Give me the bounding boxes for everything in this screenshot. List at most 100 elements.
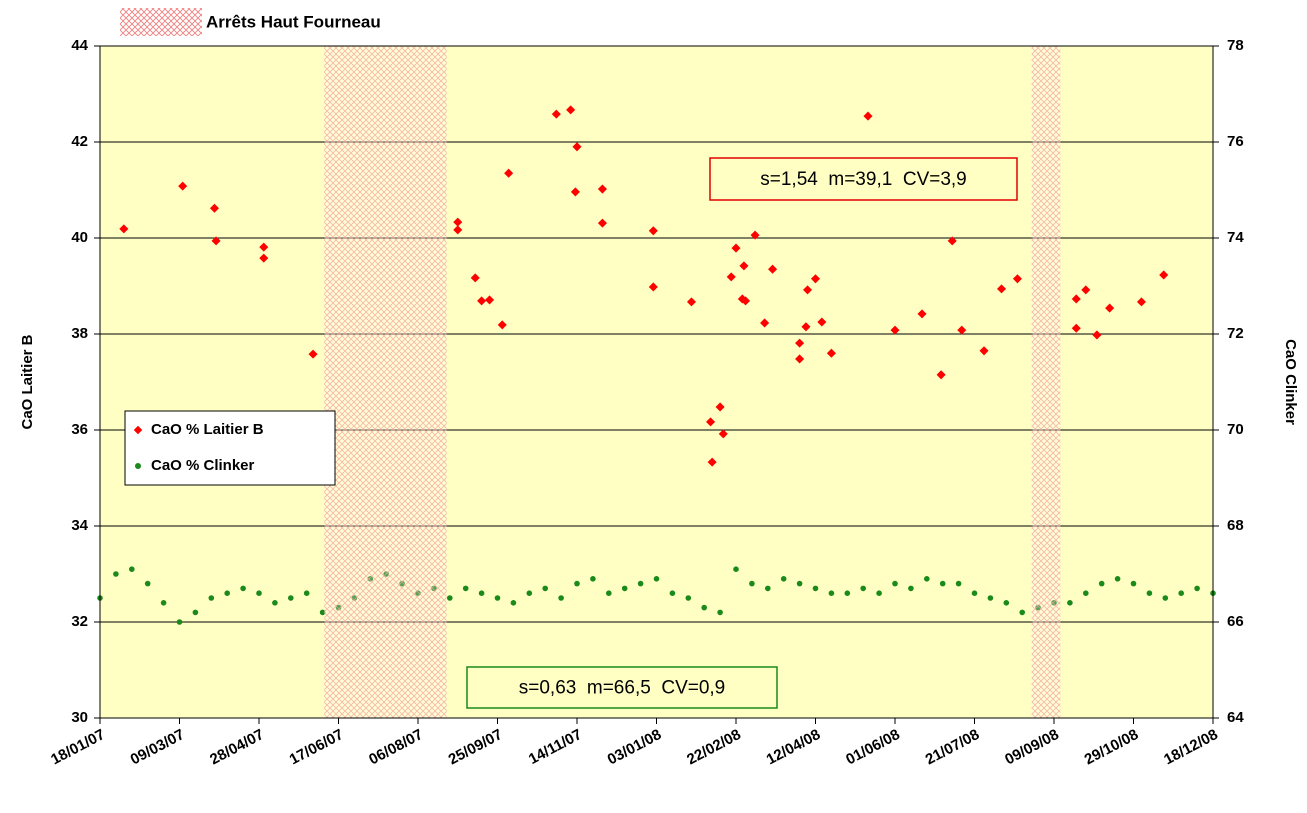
point (542, 585, 548, 592)
point (924, 576, 930, 582)
y2-tick-label: 68 (1227, 517, 1244, 534)
point (526, 590, 533, 596)
point (1083, 590, 1089, 596)
legend-marker (135, 463, 141, 469)
point (1162, 595, 1169, 601)
point (892, 580, 898, 587)
x-tick-label: 01/06/08 (843, 726, 903, 768)
point (621, 585, 628, 592)
point (1012, 274, 1022, 284)
y-tick-label: 34 (71, 517, 88, 534)
shaded-region (324, 46, 447, 718)
point (936, 370, 946, 380)
plot-background (100, 46, 1213, 718)
point (160, 600, 167, 606)
point (739, 261, 749, 271)
point (979, 346, 989, 356)
point (810, 274, 821, 284)
point (1194, 585, 1200, 592)
point (570, 187, 580, 197)
point (176, 619, 183, 625)
x-tick-label: 09/09/08 (1002, 726, 1062, 768)
point (1003, 600, 1010, 606)
legend-label: CaO % Clinker (151, 457, 255, 474)
y-tick-label: 42 (71, 133, 88, 150)
point (876, 590, 882, 596)
point (1114, 576, 1121, 582)
plot-frame (99, 45, 1214, 719)
point (1098, 580, 1105, 587)
y2-axis-title: CaO Clinker (1282, 339, 1299, 425)
y-axis-title: CaO Laitier B (19, 334, 36, 429)
point (726, 272, 736, 282)
x-tick-label: 21/07/08 (923, 726, 983, 768)
point (795, 338, 805, 348)
point (637, 580, 644, 587)
shaded-region-tint (324, 46, 447, 718)
shaded-legend-swatch (120, 8, 202, 36)
point (1019, 609, 1025, 616)
annotation: s=1,54 m=39,1 CV=3,9 (760, 169, 967, 190)
x-tick-label: 22/02/08 (684, 726, 744, 768)
point (844, 590, 851, 596)
y-tick-label: 38 (71, 325, 88, 342)
x-tick-label: 18/01/07 (48, 726, 108, 768)
point (447, 595, 453, 601)
point (288, 595, 294, 601)
point (939, 580, 946, 587)
point (863, 111, 873, 121)
point (685, 595, 692, 601)
y-tick-label: 44 (71, 37, 88, 54)
annotation: s=0,63 m=66,5 CV=0,9 (519, 678, 726, 699)
y2-tick-label: 74 (1227, 229, 1244, 246)
point (780, 576, 787, 582)
x-tick-label: 18/12/08 (1161, 726, 1221, 768)
y2-tick-label: 64 (1227, 709, 1244, 726)
point (590, 576, 596, 582)
x-tick-label: 29/10/08 (1082, 726, 1142, 768)
point (319, 609, 326, 616)
annotation-box (466, 666, 778, 709)
shaded-region-tint (1031, 46, 1061, 718)
point (129, 566, 135, 572)
point (987, 595, 994, 601)
x-tick-label: 03/01/08 (605, 726, 665, 768)
x-tick-label: 14/11/07 (526, 726, 585, 768)
point (494, 595, 501, 601)
point (795, 354, 805, 364)
x-tick-label: 28/04/07 (207, 726, 267, 768)
shaded-region (1031, 46, 1061, 718)
point (259, 242, 269, 252)
point (686, 297, 697, 307)
point (462, 585, 469, 592)
point (208, 595, 215, 601)
point (741, 296, 751, 306)
point (1067, 600, 1073, 606)
point (113, 571, 119, 577)
point (1130, 580, 1137, 587)
point (178, 181, 188, 191)
point (1178, 590, 1184, 596)
point (955, 580, 962, 587)
y-tick-label: 32 (71, 613, 88, 630)
x-tick-label: 17/06/07 (287, 726, 347, 768)
point (648, 282, 658, 292)
point (860, 585, 866, 592)
legend-label: CaO % Laitier B (151, 421, 264, 438)
x-tick-label: 12/04/08 (764, 726, 824, 768)
point (272, 600, 278, 606)
legend-marker (133, 425, 143, 435)
y-tick-label: 36 (71, 421, 88, 438)
point (733, 566, 739, 572)
point (669, 590, 676, 596)
y2-tick-label: 70 (1227, 421, 1244, 438)
point (259, 253, 269, 263)
point (760, 318, 770, 328)
point (1146, 590, 1153, 596)
y-tick-label: 30 (71, 709, 88, 726)
point (971, 590, 978, 596)
point (240, 585, 246, 592)
point (812, 585, 819, 592)
point (701, 604, 707, 611)
